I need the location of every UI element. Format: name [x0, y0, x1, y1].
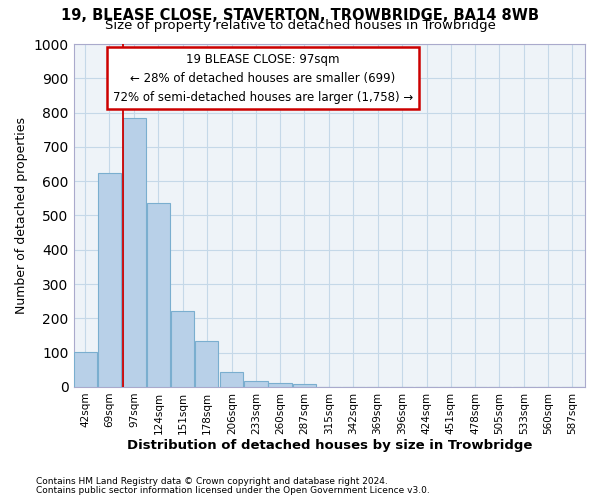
- Bar: [147, 203, 170, 387]
- Bar: [220, 372, 244, 387]
- Bar: [293, 384, 316, 387]
- X-axis label: Distribution of detached houses by size in Trowbridge: Distribution of detached houses by size …: [127, 440, 532, 452]
- Bar: [98, 174, 121, 387]
- Bar: [171, 311, 194, 387]
- Text: Contains HM Land Registry data © Crown copyright and database right 2024.: Contains HM Land Registry data © Crown c…: [36, 477, 388, 486]
- Text: 19, BLEASE CLOSE, STAVERTON, TROWBRIDGE, BA14 8WB: 19, BLEASE CLOSE, STAVERTON, TROWBRIDGE,…: [61, 8, 539, 22]
- Bar: [195, 340, 218, 387]
- Y-axis label: Number of detached properties: Number of detached properties: [15, 117, 28, 314]
- Bar: [244, 382, 268, 387]
- Text: 19 BLEASE CLOSE: 97sqm
← 28% of detached houses are smaller (699)
72% of semi-de: 19 BLEASE CLOSE: 97sqm ← 28% of detached…: [113, 52, 413, 104]
- Bar: [268, 383, 292, 387]
- Text: Size of property relative to detached houses in Trowbridge: Size of property relative to detached ho…: [104, 19, 496, 32]
- Bar: [123, 118, 146, 387]
- Text: Contains public sector information licensed under the Open Government Licence v3: Contains public sector information licen…: [36, 486, 430, 495]
- Bar: [74, 352, 97, 387]
